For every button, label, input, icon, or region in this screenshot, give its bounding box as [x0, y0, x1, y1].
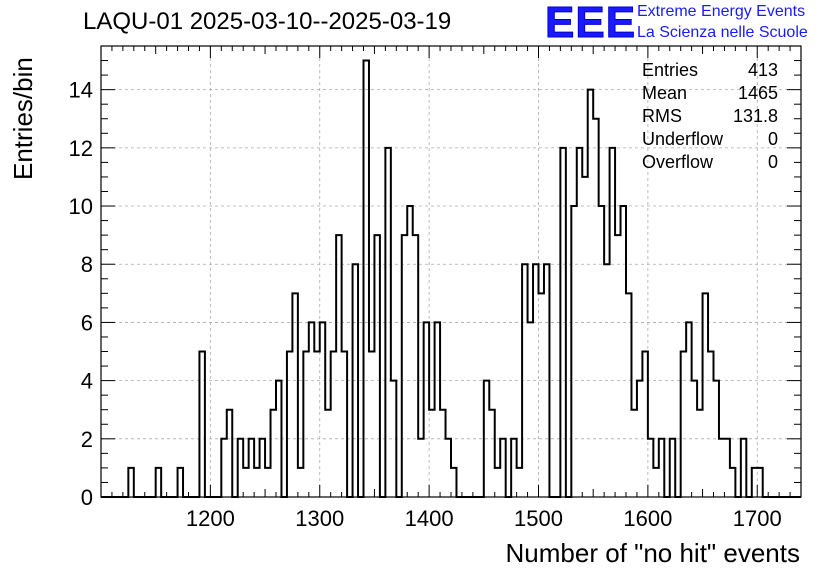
y-tick-label: 6: [81, 310, 93, 335]
stats-overflow-value: 0: [768, 152, 778, 172]
grid-lines: [101, 46, 801, 497]
x-tick-label: 1500: [514, 506, 563, 531]
x-tick-label: 1300: [295, 506, 344, 531]
y-axis-ticks: 0 2 4 6 8 10 12 14: [69, 60, 801, 510]
y-tick-label: 10: [69, 194, 93, 219]
eee-logo: EEE Extreme Energy Events La Scienza nel…: [544, 0, 835, 48]
y-tick-label: 4: [81, 369, 93, 394]
x-axis-ticks: 1200 1300 1400 1500 1600 1700: [111, 46, 802, 531]
histogram-bars: [101, 59, 801, 498]
y-tick-label: 14: [69, 78, 93, 103]
y-tick-label: 0: [81, 485, 93, 510]
stats-rms-value: 131.8: [733, 106, 778, 126]
y-tick-label: 2: [81, 427, 93, 452]
stats-rms-label: RMS: [642, 106, 682, 126]
stats-mean-value: 1465: [738, 83, 778, 103]
stats-mean-label: Mean: [642, 83, 687, 103]
logo-letters: EEE: [544, 0, 637, 48]
y-tick-label: 12: [69, 136, 93, 161]
x-axis-label: Number of "no hit" events: [506, 538, 801, 568]
x-tick-label: 1400: [405, 506, 454, 531]
stats-box: Entries 413 Mean 1465 RMS 131.8 Underflo…: [642, 60, 778, 172]
stats-entries-value: 413: [748, 60, 778, 80]
chart-title: LAQU-01 2025-03-10--2025-03-19: [83, 8, 452, 35]
x-tick-label: 1200: [186, 506, 235, 531]
y-axis-label: Entries/bin: [8, 57, 38, 180]
histogram-outline: [101, 59, 801, 498]
logo-text-line2: La Scienza nelle Scuole: [637, 24, 808, 41]
x-tick-label: 1700: [733, 506, 782, 531]
stats-overflow-label: Overflow: [642, 152, 714, 172]
stats-underflow-label: Underflow: [642, 129, 724, 149]
logo-text-line1: Extreme Energy Events: [637, 3, 806, 20]
y-tick-label: 8: [81, 252, 93, 277]
x-tick-label: 1600: [623, 506, 672, 531]
plot-frame: [100, 45, 802, 498]
stats-entries-label: Entries: [642, 60, 698, 80]
stats-underflow-value: 0: [768, 129, 778, 149]
